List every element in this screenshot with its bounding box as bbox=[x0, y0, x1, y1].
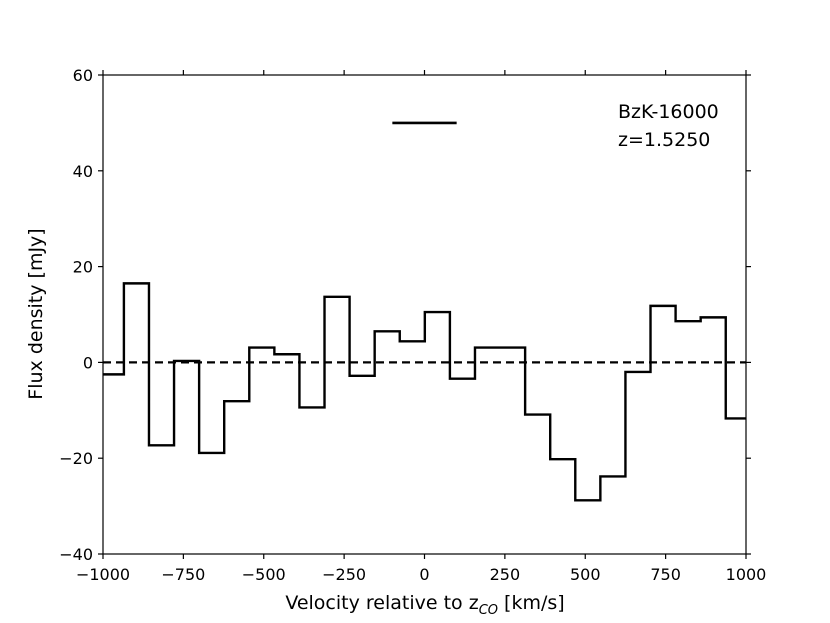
y-tick-label: 20 bbox=[73, 258, 93, 277]
y-tick-label: 0 bbox=[83, 353, 93, 372]
y-tick-label: 40 bbox=[73, 162, 93, 181]
y-tick-label: −40 bbox=[59, 545, 93, 564]
x-axis-label-main: Velocity relative to z bbox=[285, 592, 478, 614]
ticks-layer: −1000 −750 −500 −250 0 250 500 750 1000 −40 −20 0 20… bbox=[59, 66, 766, 584]
x-tick-label: −1000 bbox=[76, 565, 130, 584]
series-layer bbox=[103, 121, 746, 502]
y-tick-label: 60 bbox=[73, 66, 93, 85]
x-axis-label-subscript: CO bbox=[479, 603, 498, 618]
y-axis-label: Flux density [mJy] bbox=[25, 228, 47, 399]
x-axis-label: Velocity relative to zCO [km/s] bbox=[285, 592, 564, 618]
x-tick-label: −500 bbox=[242, 565, 286, 584]
flux-step-line bbox=[103, 282, 746, 502]
x-tick-label: 500 bbox=[570, 565, 601, 584]
annotation-layer: BzK-16000 z=1.5250 bbox=[618, 101, 719, 151]
annotation-source-name: BzK-16000 bbox=[618, 101, 719, 123]
x-tick-label: −750 bbox=[161, 565, 205, 584]
x-axis-label-unit: [km/s] bbox=[498, 592, 565, 614]
x-tick-label: 1000 bbox=[726, 565, 767, 584]
x-tick-label: −250 bbox=[322, 565, 366, 584]
x-tick-label: 0 bbox=[419, 565, 429, 584]
x-tick-label: 750 bbox=[650, 565, 681, 584]
annotation-redshift: z=1.5250 bbox=[618, 129, 710, 151]
y-tick-label: −20 bbox=[59, 449, 93, 468]
x-tick-label: 250 bbox=[490, 565, 521, 584]
